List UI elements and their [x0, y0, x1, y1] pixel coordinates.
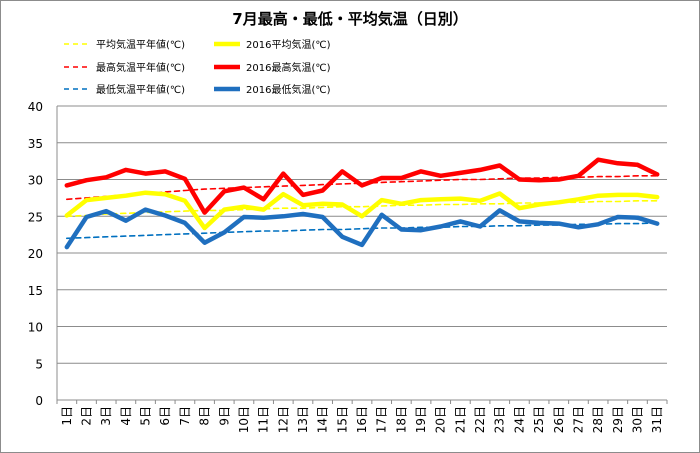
- x-tick-label: 22日: [473, 406, 487, 433]
- y-tick-label: 10: [28, 321, 43, 335]
- x-tick-label: 2日: [80, 406, 94, 426]
- y-tick-label: 30: [28, 174, 43, 188]
- series-line-4: [66, 222, 659, 240]
- legend-label-5: 2016最低気温(℃): [246, 83, 331, 96]
- y-tick-label: 35: [28, 137, 43, 151]
- legend-label-4: 最低気温平年値(℃): [96, 83, 185, 96]
- y-tick-label: 40: [28, 100, 43, 114]
- x-tick-label: 8日: [198, 406, 212, 426]
- legend: 平均気温平年値(℃) 2016平均気温(℃) 最高気温平年値(℃) 2016最高気温(…: [64, 38, 331, 96]
- x-tick-label: 21日: [453, 406, 467, 433]
- x-tick-label: 15日: [335, 406, 349, 433]
- x-tick-label: 6日: [158, 406, 172, 426]
- y-tick-label: 20: [28, 247, 43, 261]
- x-tick-label: 13日: [296, 406, 310, 433]
- x-tick-label: 16日: [355, 406, 369, 433]
- x-tick-label: 10日: [237, 406, 251, 433]
- x-tick-label: 5日: [139, 406, 153, 426]
- series-line-3: [64, 157, 660, 215]
- x-tick-label: 27日: [571, 406, 585, 433]
- x-tick-label: 25日: [532, 406, 546, 433]
- series-lines: [64, 157, 660, 250]
- x-tick-label: 3日: [99, 406, 113, 426]
- x-tick-label: 9日: [217, 406, 231, 426]
- x-tick-label: 20日: [434, 406, 448, 433]
- x-tick-label: 14日: [316, 406, 330, 433]
- legend-label-1: 2016平均気温(℃): [246, 38, 331, 51]
- legend-label-3: 2016最高気温(℃): [246, 61, 331, 74]
- x-tick-label: 17日: [375, 406, 389, 433]
- series-line-1: [64, 190, 660, 231]
- series-line-5: [64, 207, 660, 250]
- x-tick-label: 31日: [650, 406, 664, 433]
- x-tick-label: 30日: [630, 406, 644, 433]
- series-line-0: [66, 200, 659, 218]
- chart-title: 7月最高・最低・平均気温（日別）: [232, 10, 467, 28]
- x-axis: 1日 2日 3日 4日 5日 6日 7日 8日 9日 10日 11日 12日 13日 14日 15日 16日 1…: [56, 400, 668, 433]
- x-tick-label: 23日: [493, 406, 507, 433]
- x-tick-label: 19日: [414, 406, 428, 433]
- y-tick-label: 0: [35, 394, 43, 408]
- x-tick-label: 18日: [394, 406, 408, 433]
- x-tick-label: 24日: [512, 406, 526, 433]
- x-tick-label: 11日: [257, 406, 271, 433]
- y-axis: 0 5 10 15 20 25 30 35 40: [28, 100, 667, 408]
- legend-label-2: 最高気温平年値(℃): [96, 61, 185, 74]
- legend-label-0: 平均気温平年値(℃): [96, 38, 185, 51]
- x-tick-label: 1日: [60, 406, 74, 426]
- x-tick-label: 12日: [276, 406, 290, 433]
- y-tick-label: 25: [28, 210, 43, 224]
- y-tick-label: 15: [28, 284, 43, 298]
- x-tick-label: 4日: [119, 406, 133, 426]
- x-tick-label: 28日: [591, 406, 605, 433]
- x-tick-label: 26日: [552, 406, 566, 433]
- gridlines: [57, 105, 667, 401]
- y-tick-label: 5: [35, 357, 43, 371]
- x-tick-label: 7日: [178, 406, 192, 426]
- x-tick-label: 29日: [611, 406, 625, 433]
